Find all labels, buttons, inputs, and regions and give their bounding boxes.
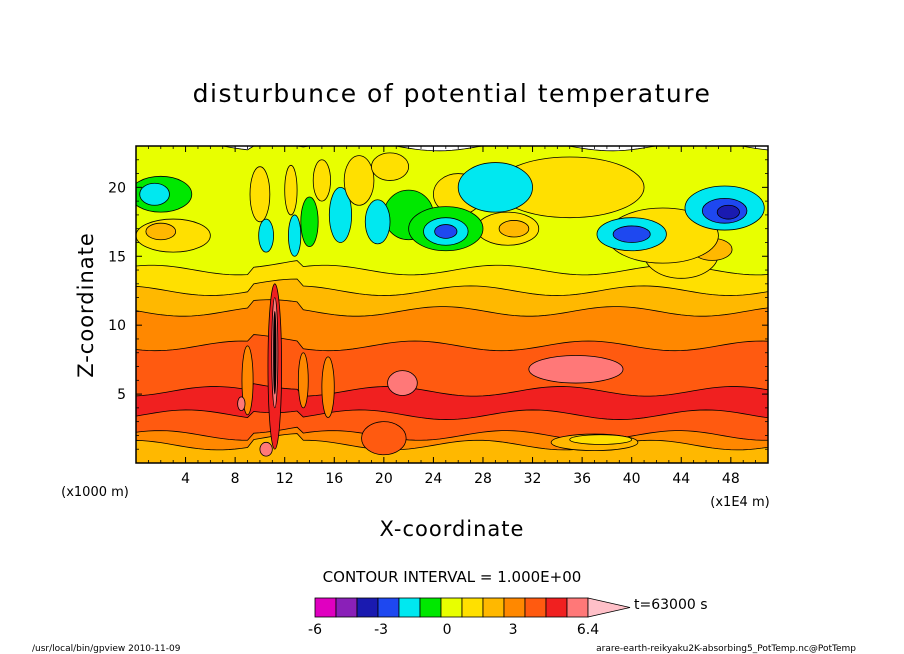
contour-blob: [284, 164, 298, 216]
contour-blob: [528, 355, 624, 384]
contour-blob: [259, 441, 273, 457]
y-axis-title: Z-coordinate: [74, 232, 98, 378]
footer-right-note: arare-earth-reikyaku2K-absorbing5_PotTem…: [596, 644, 856, 654]
contour-blob: [300, 196, 319, 248]
colorbar-swatch: [545, 597, 568, 618]
x-tick-label: 24: [424, 471, 442, 487]
contour-blob: [139, 182, 170, 206]
y-tick-label: 5: [117, 387, 126, 403]
contour-blob: [241, 345, 254, 416]
contour-interval-label: CONTOUR INTERVAL = 1.000E+00: [323, 568, 582, 586]
colorbar-label: 0: [443, 622, 452, 638]
y-scale-note: (x1000 m): [61, 485, 129, 500]
x-axis: 4 8 12 16 20 24 28 32 36 40 44 48: [147, 146, 757, 487]
x-axis-title: X-coordinate: [380, 517, 525, 541]
colorbar-swatch: [314, 597, 337, 618]
colorbar: -6 -3 0 3 6.4: [308, 597, 631, 638]
contour-blob: [371, 152, 410, 181]
x-tick-label: 8: [231, 471, 240, 487]
contour-blob: [312, 159, 331, 202]
colorbar-swatch: [356, 597, 379, 618]
x-tick-label: 20: [375, 471, 393, 487]
colorbar-swatch: [335, 597, 358, 618]
contour-blob: [237, 396, 246, 412]
colorbar-label: 3: [509, 622, 518, 638]
contour-blob: [364, 199, 391, 245]
contour-blob: [434, 224, 458, 239]
plot-area: [136, 146, 768, 463]
x-tick-label: 4: [181, 471, 190, 487]
x-tick-label: 48: [722, 471, 740, 487]
colorbar-swatch: [524, 597, 547, 618]
x-tick-label: 40: [623, 471, 641, 487]
contour-blob: [321, 356, 335, 418]
colorbar-label: 6.4: [577, 622, 599, 638]
time-label: t=63000 s: [634, 597, 708, 613]
colorbar-extend-arrow: [587, 597, 631, 618]
contour-blob: [258, 218, 274, 253]
contour-blob: [569, 434, 633, 445]
contour-blob: [498, 220, 530, 238]
contour-blob: [288, 214, 302, 257]
y-tick-label: 10: [108, 318, 126, 334]
contour-blob: [273, 310, 277, 395]
contour-blob: [145, 222, 177, 241]
contour-blob: [343, 155, 375, 206]
colorbar-swatch: [482, 597, 505, 618]
x-tick-label: 12: [276, 471, 294, 487]
colorbar-swatch: [398, 597, 421, 618]
contour-blob: [716, 204, 740, 220]
contour-blob: [328, 186, 353, 243]
plot-frame: [135, 145, 769, 464]
contour-blob: [361, 421, 407, 456]
chart-title: disturbunce of potential temperature: [193, 79, 712, 108]
x-scale-note: (x1E4 m): [710, 495, 769, 510]
contour-blob: [457, 162, 533, 213]
x-tick-label: 36: [573, 471, 591, 487]
contour-blob: [612, 225, 651, 243]
y-axis: 5 10 15 20: [108, 159, 768, 450]
colorbar-label: -3: [374, 622, 388, 638]
contour-band: [136, 433, 768, 463]
contour-blob: [297, 352, 309, 409]
colorbar-swatch: [440, 597, 463, 618]
contour-blob: [387, 370, 418, 396]
x-tick-label: 32: [524, 471, 542, 487]
y-tick-label: 20: [108, 180, 126, 196]
colorbar-swatch: [503, 597, 526, 618]
x-tick-label: 44: [672, 471, 690, 487]
colorbar-swatch: [377, 597, 400, 618]
x-tick-label: 28: [474, 471, 492, 487]
y-tick-label: 15: [108, 249, 126, 265]
footer-left-note: /usr/local/bin/gpview 2010-11-09: [32, 644, 181, 654]
contour-blob: [249, 166, 271, 223]
colorbar-swatch: [419, 597, 442, 618]
colorbar-label: -6: [308, 622, 322, 638]
x-tick-label: 16: [325, 471, 343, 487]
colorbar-swatch: [566, 597, 589, 618]
colorbar-swatch: [461, 597, 484, 618]
